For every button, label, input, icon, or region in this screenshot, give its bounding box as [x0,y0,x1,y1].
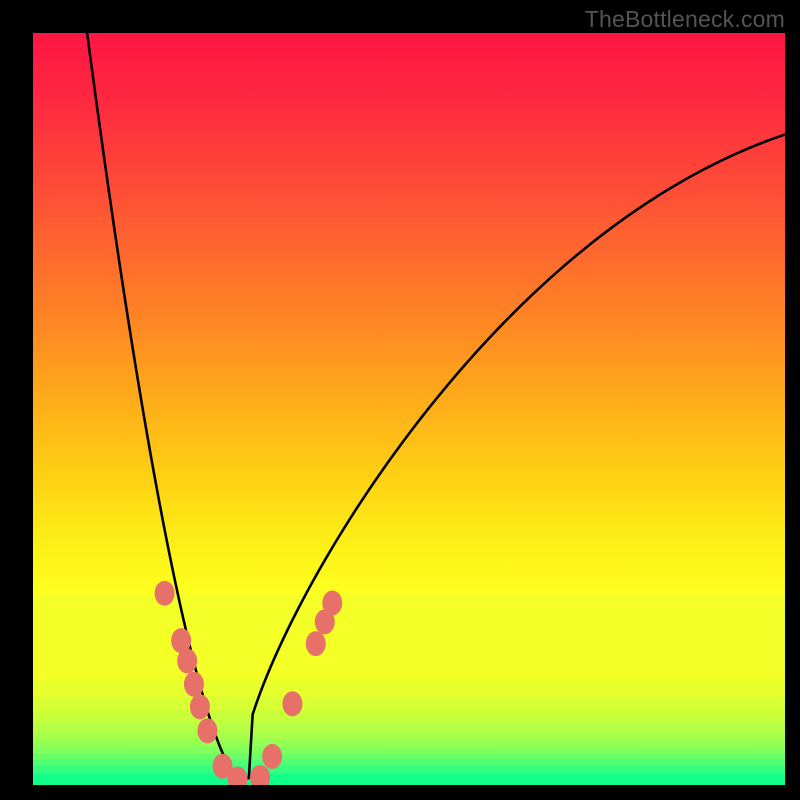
data-marker [306,631,326,656]
data-marker [155,581,175,606]
chart-plot-area [33,33,785,785]
data-marker [197,718,217,743]
watermark-text: TheBottleneck.com [585,6,785,33]
chart-svg [33,33,785,785]
gradient-background [33,33,785,785]
data-marker [262,744,282,769]
data-marker [322,591,342,616]
data-marker [177,648,197,673]
data-marker [282,691,302,716]
data-marker [190,694,210,719]
data-marker [184,672,204,697]
